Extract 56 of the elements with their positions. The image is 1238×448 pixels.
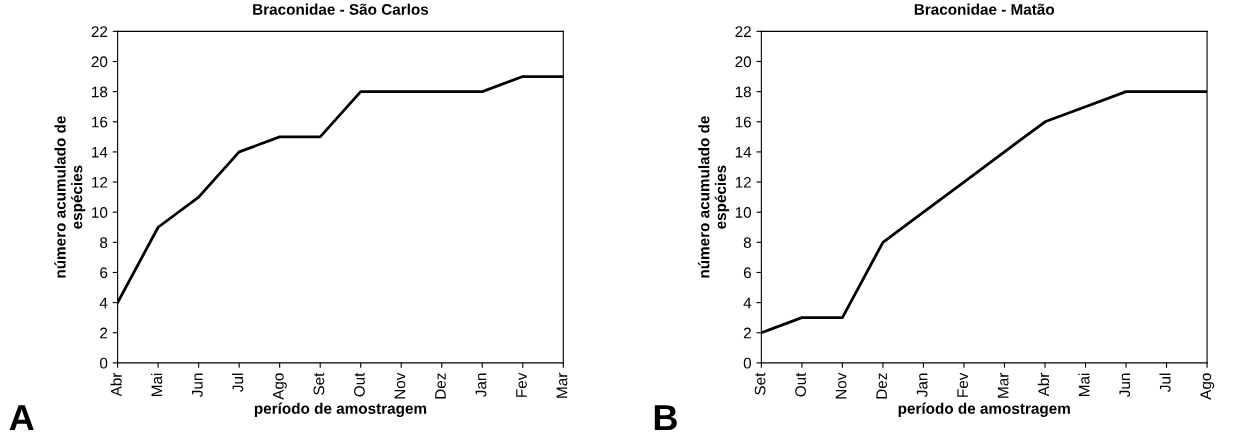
y-tick-label: 10 [735, 207, 752, 218]
y-tick-label: 18 [735, 86, 751, 98]
x-tick-label: Mar [556, 372, 568, 398]
y-tick-label: 20 [735, 56, 752, 68]
x-tick-label: Jan [475, 373, 487, 397]
y-tick-label: 0 [743, 357, 752, 369]
y-tick-label: 22 [735, 26, 751, 37]
y-tick-label: 16 [92, 116, 108, 128]
y-tick-label: 12 [735, 176, 751, 188]
y-tick-label: 8 [100, 237, 108, 249]
x-tick-label: Abr [110, 372, 122, 397]
x-tick-label: Mai [151, 373, 163, 396]
x-tick-label: Out [795, 372, 806, 397]
y-tick-label: 6 [743, 267, 751, 279]
x-tick-label: Out [353, 372, 365, 397]
y-tick-label: 18 [92, 86, 108, 98]
y-axis-title: número acumulado de espécies [698, 116, 730, 278]
text: A [9, 405, 34, 431]
y-tick-label: 16 [735, 116, 751, 128]
x-tick-label: Ago [273, 373, 287, 400]
y-tick-label: 4 [743, 297, 752, 309]
y-axis-title: número acumulado de espécies [54, 116, 86, 278]
x-tick-label: Abr [1037, 372, 1050, 397]
x-tick-label: Jun [1119, 373, 1131, 397]
y-tick-label: 20 [91, 56, 108, 68]
x-tick-label: Jul [232, 373, 244, 392]
y-tick-label: 14 [92, 146, 108, 158]
x-tick-label: Dez [435, 373, 446, 399]
x-tick-label: Mar [997, 372, 1009, 398]
x-tick-label: Jul [1159, 373, 1171, 392]
x-tick-label: Nov [835, 372, 847, 399]
x-tick-label: Set [313, 372, 325, 395]
x-axis-title: período de amostragem [254, 402, 427, 417]
y-tick-label: 2 [743, 327, 751, 339]
y-tick-label: 6 [100, 267, 108, 279]
y-tick-label: 14 [735, 146, 752, 158]
x-tick-label: Jan [916, 373, 928, 397]
x-tick-label: Mai [1078, 373, 1090, 396]
text: B [654, 405, 677, 431]
x-tick-label: Fev [957, 372, 969, 397]
x-tick-label: Nov [394, 372, 406, 399]
y-tick-label: 22 [91, 26, 108, 37]
chart-title: Braconidae - São Carlos [253, 3, 429, 15]
x-tick-label: Ago [1200, 373, 1215, 400]
chart-title: Braconidae - Matão [914, 3, 1055, 15]
x-tick-label: Fev [516, 372, 527, 397]
y-tick-label: 4 [99, 297, 108, 309]
y-tick-label: 12 [92, 176, 108, 188]
y-tick-label: 10 [92, 207, 108, 218]
x-axis-title: período de amostragem [898, 402, 1070, 417]
x-tick-label: Set [754, 372, 766, 395]
x-tick-label: Dez [876, 373, 888, 399]
x-tick-label: Jun [192, 373, 203, 397]
y-tick-label: 2 [100, 327, 108, 339]
y-tick-label: 8 [743, 237, 751, 249]
y-tick-label: 0 [99, 357, 108, 369]
